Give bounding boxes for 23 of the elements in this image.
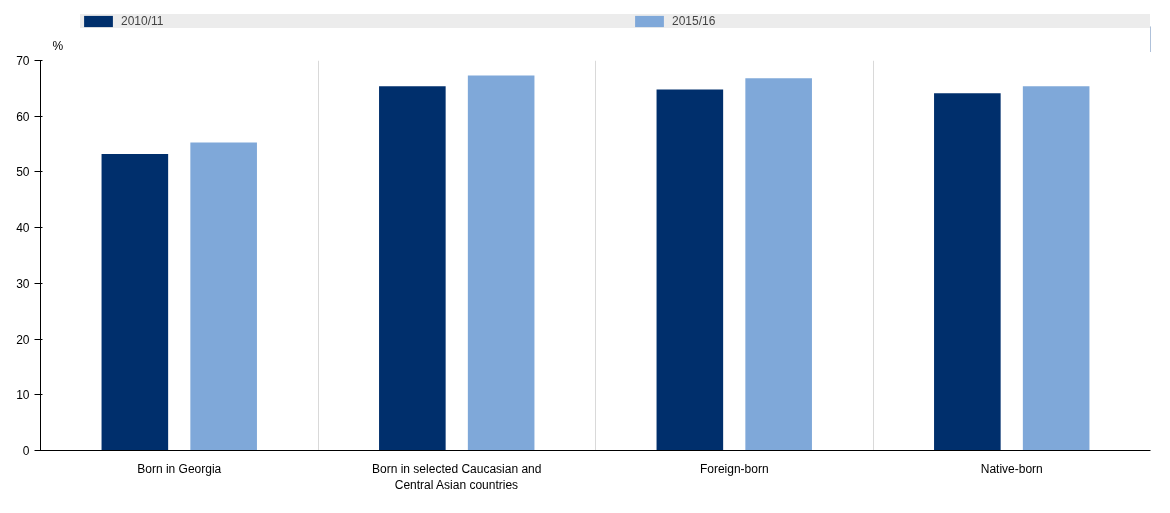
- bar: [467, 75, 535, 451]
- bar: [1022, 86, 1090, 451]
- y-axis-title: %: [52, 38, 64, 53]
- x-tick-label: Born in selected Caucasian and Central Asian countries: [372, 461, 542, 493]
- bar: [656, 89, 724, 451]
- bar: [101, 154, 169, 451]
- y-tick-label: 60: [16, 109, 30, 124]
- bar: [745, 78, 812, 451]
- y-tick-label: 20: [16, 332, 30, 347]
- x-tick-label: Born in Georgia: [137, 461, 222, 476]
- y-tick-label: 0: [22, 444, 30, 458]
- y-tick-label: 70: [16, 54, 30, 68]
- x-tick-label: Foreign-born: [699, 461, 769, 476]
- legend-label: 2015/16: [672, 14, 717, 28]
- x-tick-label: Native-born: [980, 461, 1043, 476]
- bar: [379, 86, 446, 451]
- y-tick-label: 50: [16, 165, 30, 180]
- y-tick-label: 40: [16, 221, 30, 236]
- legend-label: 2010/11: [121, 14, 165, 28]
- bar: [934, 93, 1001, 451]
- bar: [190, 142, 257, 451]
- y-tick-label: 10: [16, 388, 30, 403]
- y-tick-label: 30: [16, 276, 30, 291]
